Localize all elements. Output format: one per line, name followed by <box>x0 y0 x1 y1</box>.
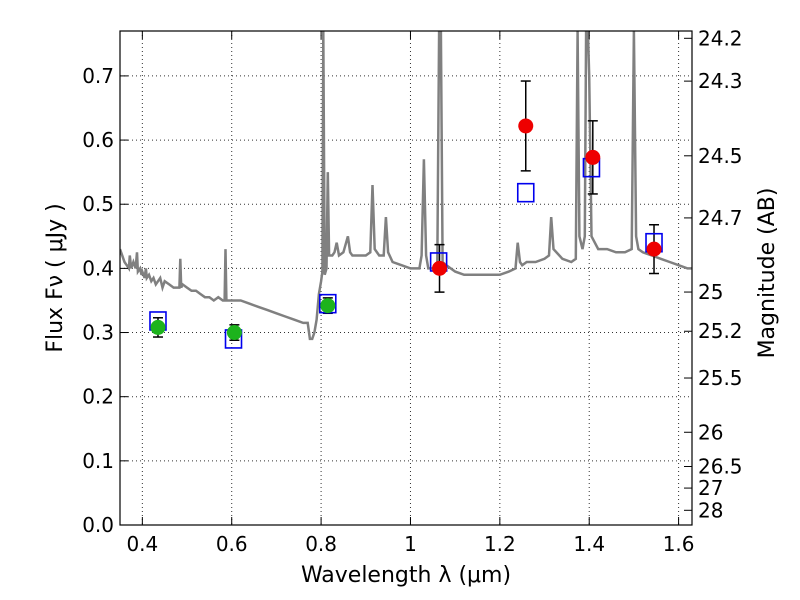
plot-frame <box>119 30 693 526</box>
y-axis-label-right: Magnitude (AB) <box>755 188 780 359</box>
magnitude-tick-label: 26 <box>698 420 723 444</box>
y-tick-label: 0.4 <box>82 256 114 280</box>
observed-point-green <box>320 298 336 314</box>
magnitude-tick-label: 26.5 <box>698 454 743 478</box>
magnitude-tick-label: 27 <box>698 476 723 500</box>
model-spectrum-line <box>120 31 692 341</box>
y-tick-label: 0.5 <box>82 192 114 216</box>
grid-layer <box>120 31 692 526</box>
magnitude-tick-label: 25 <box>698 280 723 304</box>
magnitude-tick-label: 24.3 <box>698 69 743 93</box>
observed-point-green <box>150 319 166 335</box>
y-tick-label: 0.6 <box>82 128 114 152</box>
magnitude-tick-label: 24.2 <box>698 26 743 50</box>
x-tick-label: 1.2 <box>484 532 516 556</box>
tick-layer: 0.4 0.6 0.8 1 1.2 1.4 1.6 0.0 0.1 0.2 0.3 0.4 0.5 0.6… <box>82 26 742 556</box>
x-tick-label: 0.6 <box>216 532 248 556</box>
magnitude-tick-label: 24.7 <box>698 206 743 230</box>
magnitude-tick-label: 25.5 <box>698 366 743 390</box>
observed-point-red <box>646 241 662 257</box>
y-axis-label: Flux Fν ( μJy ) <box>43 203 68 352</box>
y-tick-label: 0.1 <box>82 449 114 473</box>
observed-point-red <box>432 260 448 276</box>
observed-point-red <box>518 118 534 134</box>
x-tick-label: 1 <box>404 532 417 556</box>
y-tick-label: 0.0 <box>82 513 114 537</box>
observed-point-green <box>226 325 242 341</box>
observed-point-red <box>585 149 601 165</box>
x-axis-label: Wavelength λ (μm) <box>301 563 511 588</box>
magnitude-tick-label: 28 <box>698 498 723 522</box>
x-tick-label: 0.4 <box>126 532 158 556</box>
model-flux-box <box>516 182 535 203</box>
spectrum-layer <box>120 31 692 341</box>
x-tick-label: 0.8 <box>305 532 337 556</box>
magnitude-tick-label: 25.2 <box>698 319 743 343</box>
magnitude-tick-label: 24.5 <box>698 144 743 168</box>
y-tick-label: 0.2 <box>82 385 114 409</box>
x-tick-label: 1.4 <box>573 532 605 556</box>
y-tick-label: 0.7 <box>82 64 114 88</box>
x-tick-label: 1.6 <box>663 532 695 556</box>
observed-point-layer <box>150 118 662 341</box>
y-tick-label: 0.3 <box>82 321 114 345</box>
